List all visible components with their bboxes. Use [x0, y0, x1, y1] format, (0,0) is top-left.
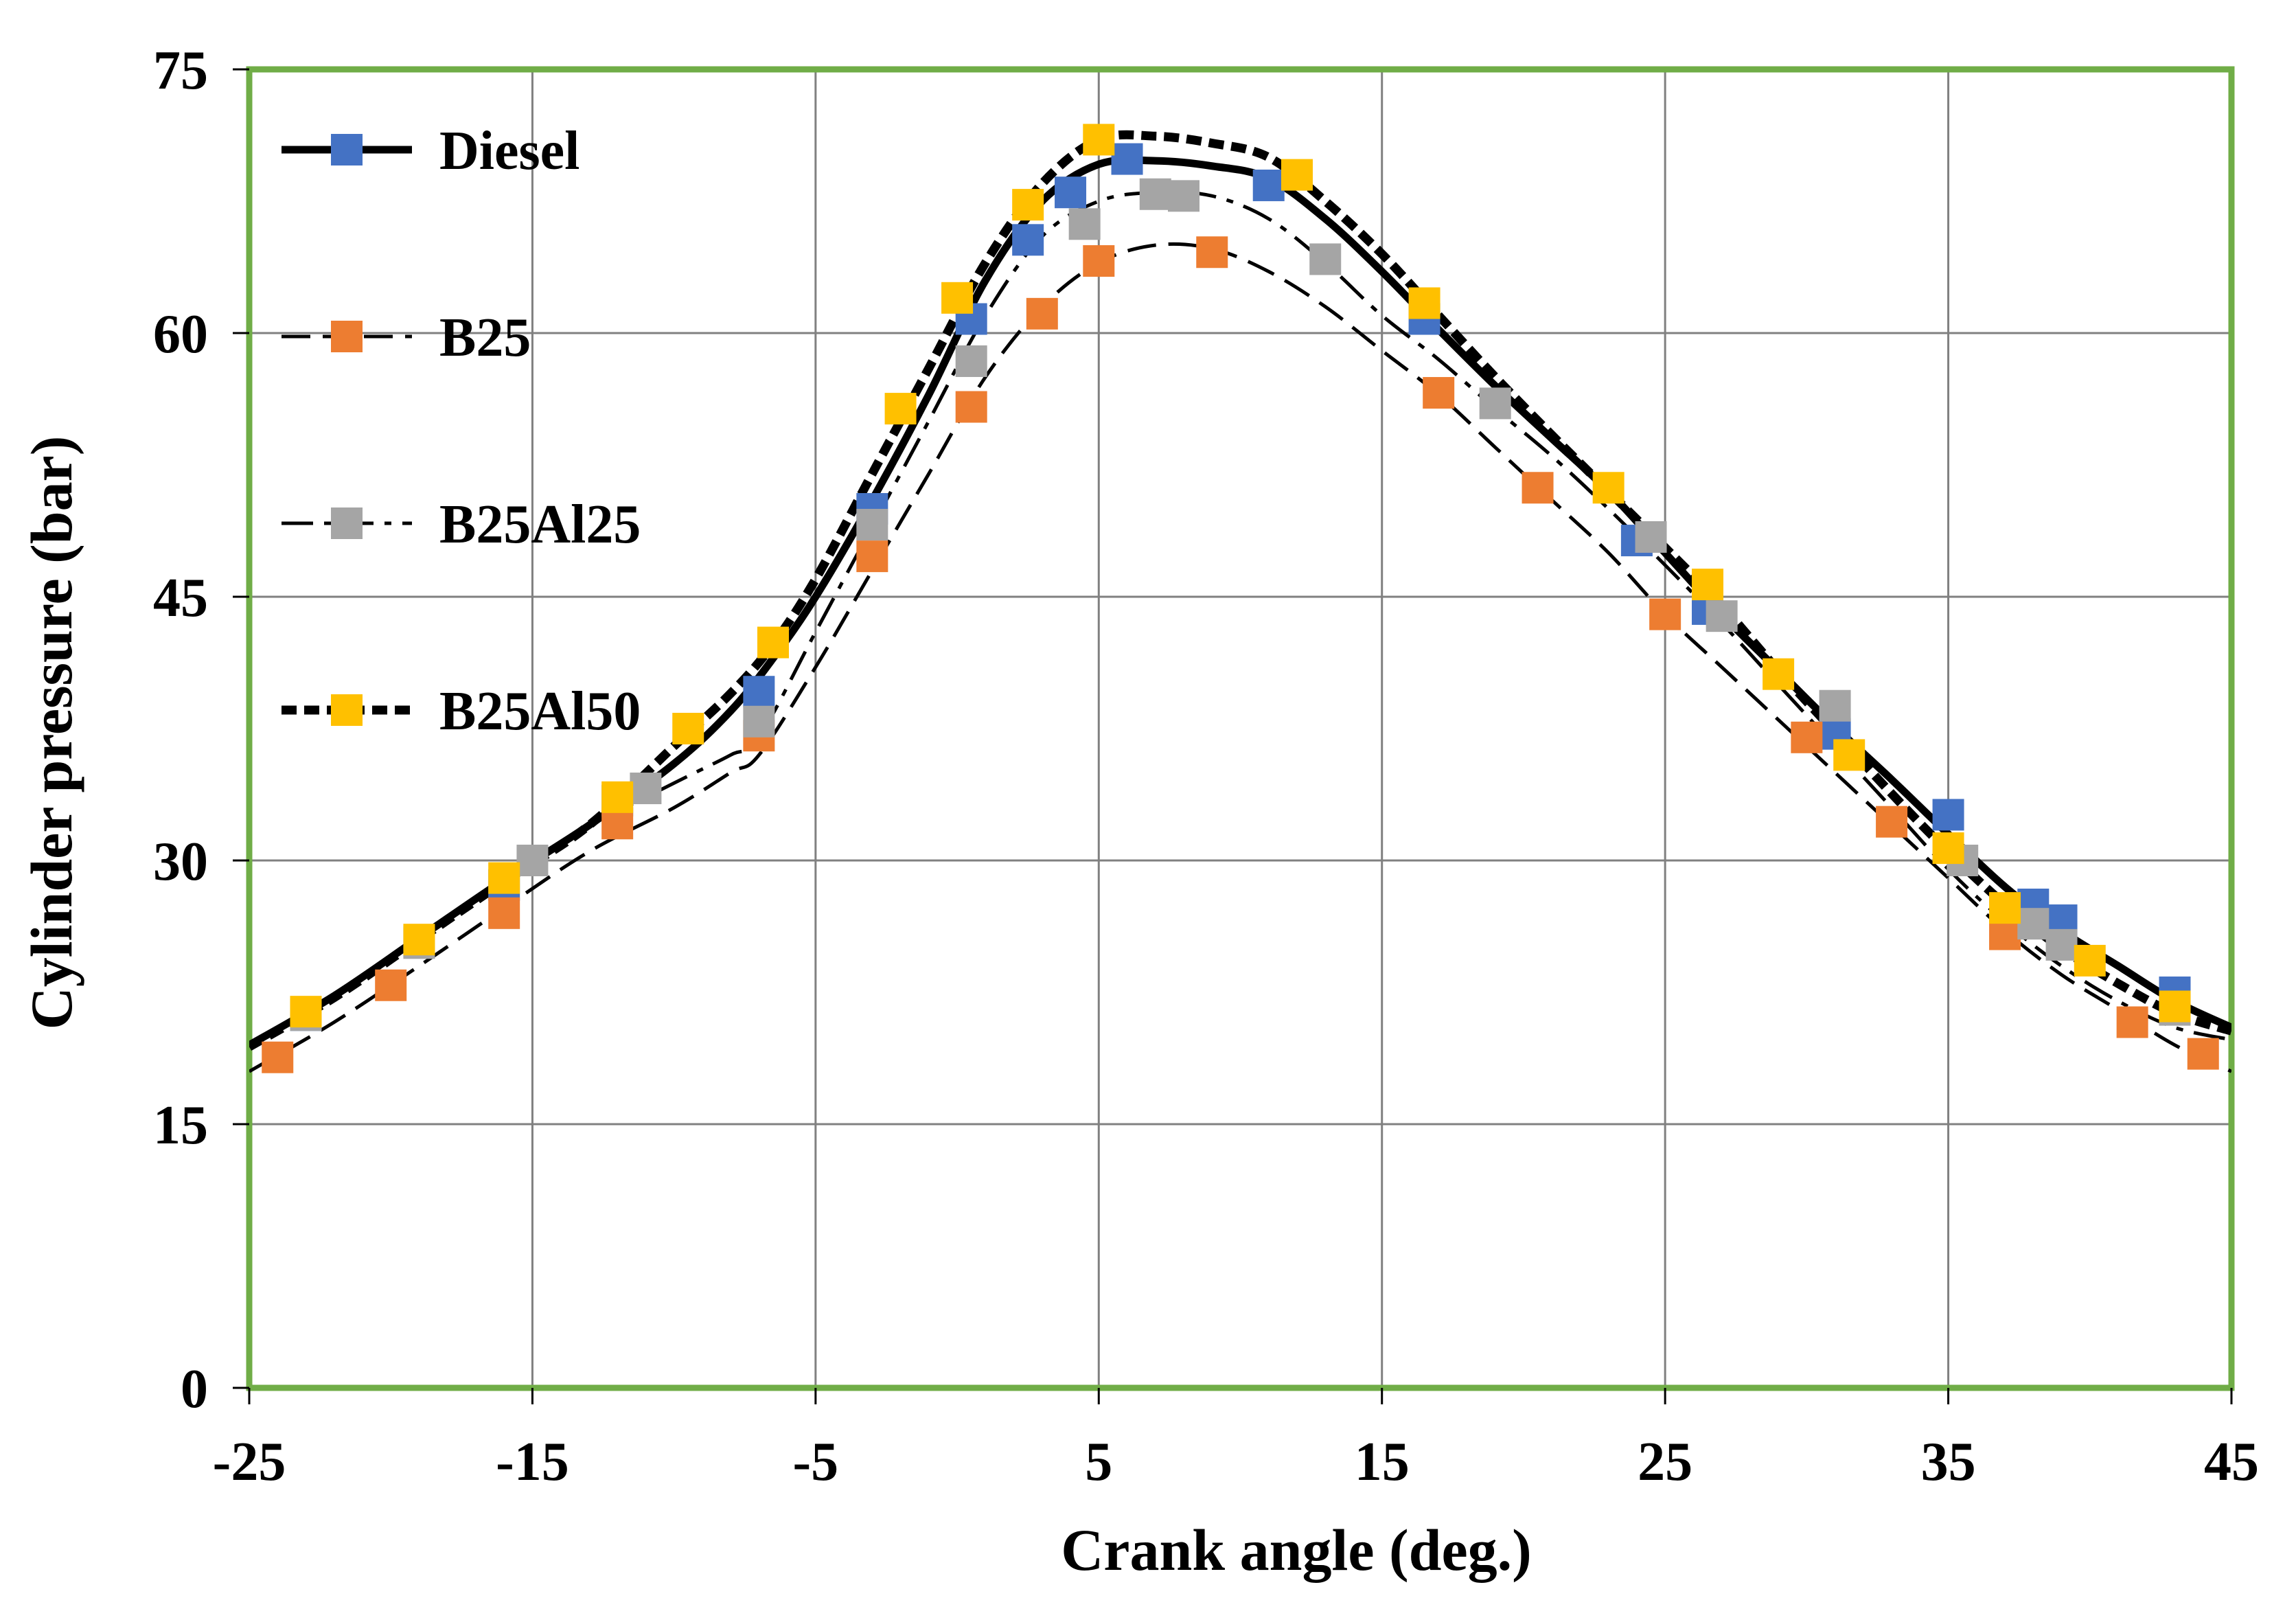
data-point-b25al25 [1139, 178, 1171, 210]
data-point-b25al25 [1309, 243, 1342, 275]
axes [233, 68, 2233, 1404]
data-point-b25 [856, 540, 888, 573]
legend-entry-b25al25: B25Al25 [282, 494, 641, 555]
y-tick-label: 75 [153, 41, 208, 101]
data-point-b25al25 [1706, 600, 1738, 632]
data-point-diesel [1012, 224, 1044, 256]
y-tick-label: 30 [153, 832, 208, 892]
x-tick-label: -5 [793, 1432, 839, 1492]
y-axis-title: Cylinder pressure (bar) [19, 436, 84, 1030]
data-point-b25al50 [941, 282, 974, 314]
data-point-b25al50 [1408, 287, 1440, 319]
series-line-b25al50 [249, 130, 2231, 1051]
data-point-b25al50 [2074, 944, 2106, 977]
series-layer [249, 124, 2231, 1073]
data-point-b25al50 [290, 996, 322, 1028]
data-point-b25al25 [1819, 689, 1851, 722]
y-tick-label: 60 [153, 304, 208, 365]
data-point-b25al50 [601, 781, 634, 813]
data-point-b25al50 [403, 924, 435, 956]
data-point-b25 [488, 897, 520, 929]
legend-label-b25al50: B25Al50 [439, 681, 641, 742]
legend: Diesel B25 B25Al25 B25Al50 [282, 121, 641, 742]
data-point-b25al50 [757, 626, 789, 659]
data-point-b25 [375, 969, 407, 1001]
data-point-b25al25 [516, 845, 549, 876]
series-markers-b25 [262, 236, 2219, 1073]
plot-area-border [246, 66, 2235, 1391]
legend-entry-b25: B25 [282, 308, 531, 368]
data-point-b25 [1196, 236, 1228, 269]
legend-label-b25: B25 [439, 308, 531, 368]
legend-entry-b25al50: B25Al50 [282, 681, 641, 742]
data-point-b25 [1876, 806, 1908, 838]
data-point-b25al25 [743, 705, 775, 738]
x-tick-label: 35 [1921, 1432, 1976, 1492]
data-point-b25al50 [884, 393, 917, 425]
data-point-b25 [1522, 472, 1554, 504]
data-point-b25al50 [1592, 472, 1625, 504]
data-point-b25 [955, 391, 987, 423]
data-point-b25al25 [856, 509, 888, 541]
data-point-diesel [1932, 799, 1964, 831]
data-point-b25al50 [488, 862, 520, 894]
y-tick-label: 45 [153, 568, 208, 628]
legend-marker-b25 [331, 321, 363, 352]
legend-marker-b25al25 [331, 507, 363, 539]
data-point-b25al50 [1692, 569, 1724, 601]
x-tick-label: -15 [496, 1432, 569, 1492]
data-point-b25 [1423, 377, 1455, 409]
legend-label-b25al25: B25Al25 [439, 494, 641, 555]
data-point-b25al50 [2159, 990, 2191, 1023]
tick-labels: -25 -15 -5 5 15 25 35 45 0 15 30 45 60 75 [153, 41, 2259, 1492]
legend-marker-b25al50 [331, 694, 363, 726]
data-point-diesel [743, 676, 775, 708]
data-point-b25al25 [1635, 521, 1667, 553]
data-point-b25al50 [1989, 892, 2021, 924]
data-point-b25al50 [1012, 189, 1044, 221]
data-point-b25al50 [1083, 124, 1115, 156]
data-point-diesel [1252, 169, 1285, 201]
data-point-b25al25 [955, 345, 987, 377]
data-point-b25 [1083, 245, 1115, 277]
data-point-b25 [1026, 297, 1058, 330]
series-markers-b25al50 [290, 124, 2191, 1028]
x-axis-title: Crank angle (deg.) [1061, 1517, 1532, 1583]
legend-marker-diesel [331, 134, 363, 165]
x-tick-label: 45 [2204, 1432, 2259, 1492]
data-point-b25al50 [1281, 159, 1313, 191]
data-point-b25 [2116, 1006, 2148, 1038]
legend-entry-diesel: Diesel [282, 121, 579, 181]
data-point-b25al25 [2045, 928, 2078, 961]
data-point-b25al25 [630, 773, 662, 805]
data-point-diesel [1111, 143, 1143, 175]
data-point-b25 [1791, 721, 1823, 753]
data-point-b25al25 [2017, 908, 2050, 940]
x-tick-label: 15 [1355, 1432, 1410, 1492]
data-point-b25 [262, 1041, 294, 1073]
data-point-b25 [1649, 598, 1681, 630]
x-tick-label: 5 [1085, 1432, 1112, 1492]
data-point-b25al50 [672, 713, 704, 744]
y-tick-label: 0 [181, 1359, 208, 1419]
data-point-b25al50 [1932, 832, 1964, 865]
data-point-b25al50 [1763, 658, 1795, 690]
data-point-b25 [2187, 1038, 2219, 1070]
data-point-b25al50 [1833, 739, 1866, 771]
data-point-diesel [1055, 176, 1087, 209]
y-tick-label: 15 [153, 1095, 208, 1156]
x-tick-label: 25 [1638, 1432, 1692, 1492]
data-point-b25 [1989, 918, 2021, 950]
data-point-b25al25 [1168, 180, 1200, 212]
data-point-b25al25 [1068, 208, 1101, 240]
data-point-b25al25 [1479, 387, 1511, 420]
data-point-b25 [601, 808, 634, 840]
x-tick-label: -25 [213, 1432, 286, 1492]
legend-label-diesel: Diesel [439, 121, 579, 181]
